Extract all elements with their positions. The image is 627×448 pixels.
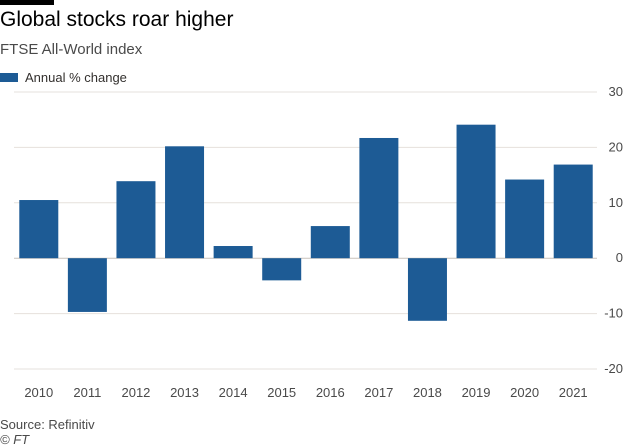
- x-tick-label: 2013: [170, 385, 199, 400]
- y-tick-label: 0: [616, 250, 623, 265]
- y-tick-label: -10: [604, 306, 623, 321]
- y-tick-label: 20: [609, 139, 623, 154]
- chart-subtitle: FTSE All-World index: [0, 41, 143, 58]
- y-tick-label: -20: [604, 361, 623, 376]
- y-tick-label: 30: [609, 84, 623, 99]
- bar-2014: [213, 246, 253, 259]
- x-tick-label: 2015: [267, 385, 296, 400]
- y-tick-label: 10: [609, 195, 623, 210]
- x-tick-label: 2014: [219, 385, 248, 400]
- chart-title: Global stocks roar higher: [0, 8, 234, 31]
- copyright-credit: © FT: [0, 432, 30, 447]
- x-tick-label: 2016: [316, 385, 345, 400]
- bar-2019: [456, 124, 496, 259]
- x-tick-label: 2018: [413, 385, 442, 400]
- bar-2010: [19, 200, 59, 259]
- source-note: Source: Refinitiv: [0, 417, 95, 432]
- legend-swatch: [0, 72, 18, 82]
- bar-2018: [407, 258, 447, 321]
- x-tick-label: 2017: [364, 385, 393, 400]
- bar-2011: [67, 258, 107, 312]
- legend: Annual % change: [0, 69, 127, 85]
- bar-2020: [505, 179, 545, 259]
- x-tick-label: 2012: [121, 385, 150, 400]
- ft-accent-bar: [0, 0, 54, 5]
- x-tick-label: 2021: [559, 385, 588, 400]
- x-tick-label: 2011: [73, 385, 101, 400]
- bar-2021: [553, 164, 593, 259]
- bar-2013: [165, 146, 205, 259]
- bar-2016: [310, 226, 350, 259]
- bar-2017: [359, 137, 399, 259]
- legend-label: Annual % change: [25, 69, 127, 85]
- x-tick-label: 2019: [462, 385, 491, 400]
- x-tick-label: 2020: [510, 385, 539, 400]
- bar-2012: [116, 181, 156, 259]
- x-tick-label: 2010: [24, 385, 53, 400]
- bar-2015: [262, 258, 302, 281]
